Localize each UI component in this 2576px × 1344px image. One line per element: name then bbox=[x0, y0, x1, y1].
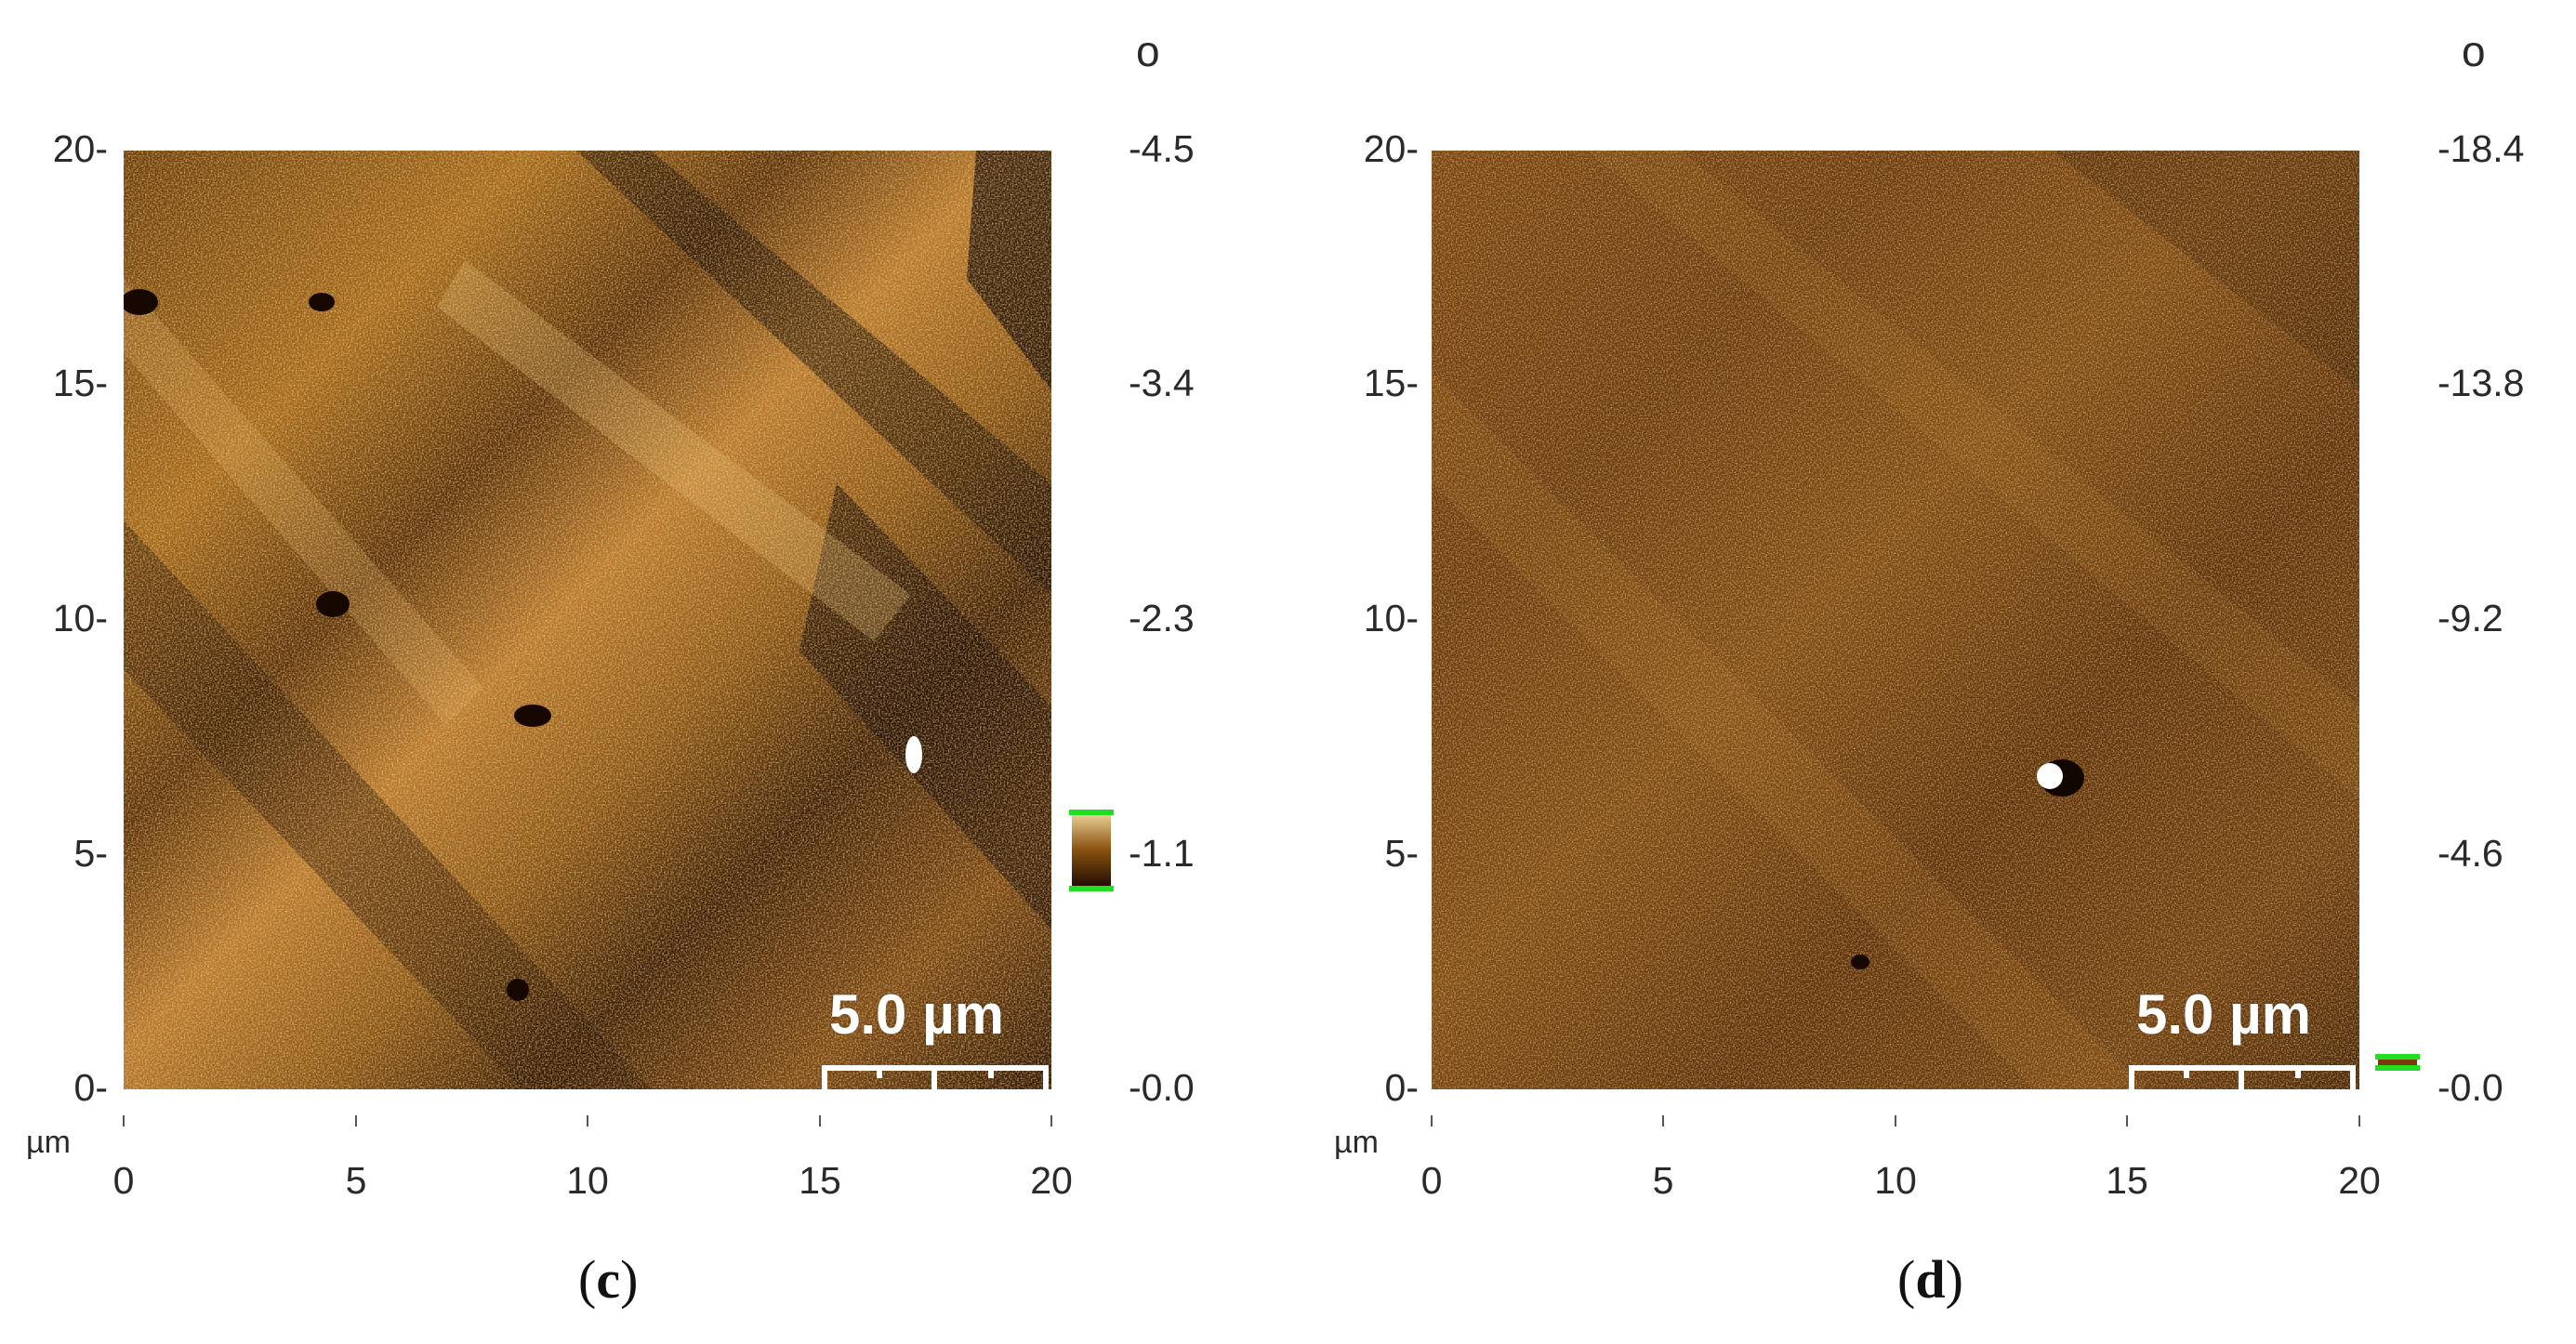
axis-ticks-d bbox=[1431, 1115, 2360, 1127]
panel-caption: (d) bbox=[1897, 1249, 1963, 1310]
panel-caption-letter: c bbox=[596, 1249, 621, 1310]
colorbar-tick: -4.5 bbox=[1129, 127, 1195, 170]
x-tick: 0 bbox=[112, 1159, 135, 1202]
x-tick: 10 bbox=[566, 1159, 609, 1202]
colorbar-tick: -0.0 bbox=[2437, 1066, 2503, 1109]
afm-image-c bbox=[124, 151, 1051, 1089]
colorbar-c bbox=[1069, 810, 1114, 891]
panel-d-graphics bbox=[1431, 151, 2420, 1127]
y-tick: 15- bbox=[52, 362, 108, 404]
axis-unit-label: µm bbox=[26, 1125, 71, 1160]
axis-ticks-c bbox=[123, 1115, 1052, 1127]
colorbar-tick: -9.2 bbox=[2437, 597, 2503, 639]
y-tick: 20- bbox=[52, 127, 108, 170]
x-tick: 5 bbox=[345, 1159, 367, 1202]
colorbar-unit-label: o bbox=[2462, 27, 2486, 75]
x-tick: 15 bbox=[799, 1159, 841, 1202]
colorbar-tick: -3.4 bbox=[1129, 362, 1195, 404]
y-tick: 20- bbox=[1363, 127, 1419, 170]
axis-unit-label: µm bbox=[1334, 1125, 1379, 1160]
scale-bar-label: 5.0 µm bbox=[2136, 983, 2311, 1046]
colorbar-tick: -1.1 bbox=[1129, 832, 1195, 875]
y-tick: 5- bbox=[1384, 832, 1419, 875]
afm-panel-d: 0- 5- 10- 15- 20- µm 0 5 10 15 20 o -0.0… bbox=[1309, 0, 2576, 1344]
scale-bar-label: 5.0 µm bbox=[829, 983, 1004, 1046]
colorbar-d bbox=[2375, 1054, 2420, 1071]
y-tick: 5- bbox=[73, 832, 108, 875]
colorbar-tick: -0.0 bbox=[1129, 1066, 1195, 1109]
x-tick: 20 bbox=[2338, 1159, 2381, 1202]
y-tick: 10- bbox=[52, 597, 108, 639]
colorbar-tick: -13.8 bbox=[2437, 362, 2525, 404]
colorbar-unit-label: o bbox=[1136, 27, 1160, 75]
panel-c-graphics bbox=[123, 151, 1114, 1127]
scale-bar-c bbox=[822, 1065, 1049, 1089]
colorbar-tick: -18.4 bbox=[2437, 127, 2525, 170]
y-tick: 10- bbox=[1363, 597, 1419, 639]
colorbar-tick: -4.6 bbox=[2437, 832, 2503, 875]
afm-image-d bbox=[1432, 151, 2359, 1089]
x-tick: 10 bbox=[1874, 1159, 1917, 1202]
panel-caption: (c) bbox=[578, 1249, 639, 1310]
scale-bar-d bbox=[2129, 1065, 2356, 1089]
afm-panel-c: 0- 5- 10- 15- 20- µm 0 5 10 15 20 o -0.0… bbox=[26, 27, 1195, 1310]
y-tick: 15- bbox=[1363, 362, 1419, 404]
x-tick: 20 bbox=[1030, 1159, 1073, 1202]
y-tick: 0- bbox=[1384, 1066, 1419, 1109]
panel-caption-letter: d bbox=[1915, 1249, 1946, 1310]
x-tick: 0 bbox=[1420, 1159, 1443, 1202]
colorbar-tick: -2.3 bbox=[1129, 597, 1195, 639]
y-tick: 0- bbox=[73, 1066, 108, 1109]
x-tick: 5 bbox=[1652, 1159, 1674, 1202]
x-tick: 15 bbox=[2106, 1159, 2148, 1202]
